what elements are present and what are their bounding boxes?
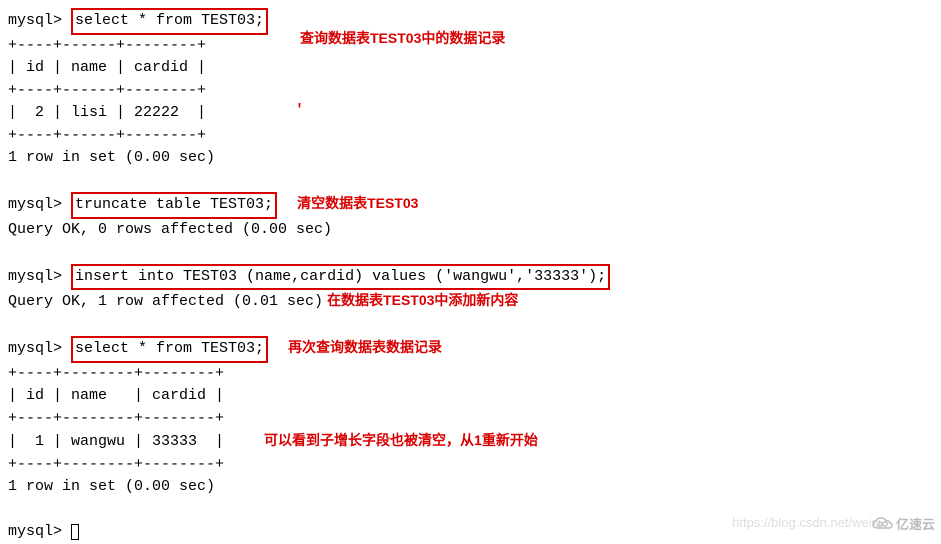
table2-border-top: +----+--------+--------+ — [8, 363, 933, 386]
table1-footer: 1 row in set (0.00 sec) — [8, 147, 933, 170]
sql-command-truncate: truncate table TEST03; — [71, 192, 277, 219]
prompt: mysql> — [8, 523, 62, 540]
truncate-response: Query OK, 0 rows affected (0.00 sec) — [8, 219, 933, 242]
terminal-line: mysql> truncate table TEST03; 清空数据表TEST03 — [8, 192, 933, 219]
table1-row: | 2 | lisi | 22222 | — [8, 102, 933, 125]
sql-command-select2: select * from TEST03; — [71, 336, 268, 363]
table1-header: | id | name | cardid | — [8, 57, 933, 80]
table2-row-text: | 1 | wangwu | 33333 | — [8, 433, 224, 450]
insert-response-text: Query OK, 1 row affected (0.01 sec) — [8, 293, 323, 310]
sql-command-select1: select * from TEST03; — [71, 8, 268, 35]
annotation-5: 可以看到子增长字段也被清空，从1重新开始 — [264, 432, 538, 448]
logo: 亿速云 — [871, 515, 935, 535]
prompt: mysql> — [8, 268, 62, 285]
annotation-2: 清空数据表TEST03 — [297, 195, 418, 211]
watermark-text: https://blog.csdn.net/weixi — [732, 513, 881, 533]
table2-footer: 1 row in set (0.00 sec) — [8, 476, 933, 499]
cloud-icon — [871, 517, 893, 531]
table2-border-mid: +----+--------+--------+ — [8, 408, 933, 431]
table1-border-mid: +----+------+--------+ — [8, 80, 933, 103]
prompt: mysql> — [8, 12, 62, 29]
cursor-mark-icon: ' — [295, 100, 304, 123]
prompt: mysql> — [8, 340, 62, 357]
table2-header: | id | name | cardid | — [8, 385, 933, 408]
terminal-line: mysql> insert into TEST03 (name,cardid) … — [8, 264, 933, 291]
table2-row: | 1 | wangwu | 33333 | 可以看到子增长字段也被清空，从1重新… — [8, 430, 933, 454]
table2-border-bot: +----+--------+--------+ — [8, 454, 933, 477]
insert-response: Query OK, 1 row affected (0.01 sec)在数据表T… — [8, 290, 933, 314]
table1-border-bot: +----+------+--------+ — [8, 125, 933, 148]
blank-line — [8, 241, 933, 264]
blank-line — [8, 314, 933, 337]
annotation-3: 在数据表TEST03中添加新内容 — [327, 292, 518, 308]
annotation-4: 再次查询数据表数据记录 — [288, 339, 442, 355]
terminal-line: mysql> select * from TEST03; 再次查询数据表数据记录 — [8, 336, 933, 363]
logo-text: 亿速云 — [896, 515, 935, 535]
sql-command-insert: insert into TEST03 (name,cardid) values … — [71, 264, 610, 291]
prompt: mysql> — [8, 196, 62, 213]
table1-border-top: +----+------+--------+ — [8, 35, 933, 58]
blank-line — [8, 170, 933, 193]
